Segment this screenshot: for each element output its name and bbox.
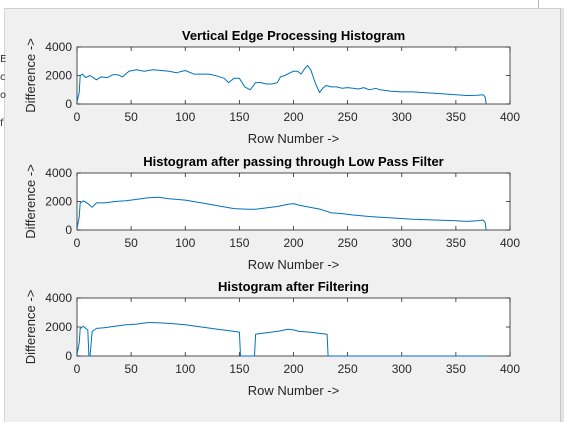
panel-1-axes-box (76, 46, 511, 105)
panel-3-series-line (76, 322, 487, 357)
panel-1-x-tick-label: 50 (124, 110, 138, 124)
panel-1-x-tick-label: 400 (500, 110, 520, 124)
top-bar-divider (538, 0, 539, 8)
panel-2-title: Histogram after passing through Low Pass… (143, 154, 444, 169)
panel-3-x-tick-label: 100 (175, 362, 195, 376)
panel-2-x-tick-label: 350 (446, 236, 466, 250)
panel-2-x-tick-label: 200 (283, 236, 303, 250)
panel-3-y-tick-label: 4000 (45, 291, 72, 305)
panel-2-axes-box (76, 172, 511, 231)
panel-3-y-axis-label: Difference -> (23, 290, 38, 365)
panel-2-x-tick-label: 0 (74, 236, 81, 250)
panel-3-x-tick-label: 350 (446, 362, 466, 376)
panel-3-x-tick-label: 200 (283, 362, 303, 376)
panel-1-y-tick-label: 4000 (45, 40, 72, 54)
panel-1-x-tick-label: 200 (283, 110, 303, 124)
panel-3-x-tick-label: 250 (338, 362, 358, 376)
edge-glyph: E (0, 54, 7, 65)
panel-3-x-tick-label: 400 (500, 362, 520, 376)
panel-1-title: Vertical Edge Processing Histogram (182, 28, 405, 43)
edge-glyph: o (0, 90, 7, 101)
panel-1-x-tick-label: 100 (175, 110, 195, 124)
panel-1-x-tick-label: 300 (392, 110, 412, 124)
panel-2-x-axis-label: Row Number -> (248, 257, 339, 272)
panel-1-x-axis-label: Row Number -> (248, 131, 339, 146)
panel-2-x-tick-label: 50 (124, 236, 138, 250)
panel-1-y-tick-label: 2000 (45, 69, 72, 83)
panel-3-x-tick-label: 50 (124, 362, 138, 376)
panel-1-y-tick-label: 0 (65, 97, 72, 111)
panel-2-y-axis-label: Difference -> (23, 164, 38, 239)
panel-2-x-tick-label: 400 (500, 236, 520, 250)
right-scrollbar[interactable] (560, 8, 564, 422)
panel-3-x-tick-label: 0 (74, 362, 81, 376)
panel-3-y-tick-label: 0 (65, 349, 72, 363)
panel-1-x-tick-label: 350 (446, 110, 466, 124)
edge-glyph: c (0, 72, 6, 83)
panel-1-series-line (76, 65, 487, 105)
panel-2-x-tick-label: 250 (338, 236, 358, 250)
window-top-bar (0, 0, 564, 9)
panel-3-axes-box (76, 297, 511, 357)
panel-3-y-tick-label: 2000 (45, 320, 72, 334)
panel-1-x-tick-label: 250 (338, 110, 358, 124)
panel-2-y-tick-label: 2000 (45, 195, 72, 209)
panel-3-x-tick-label: 300 (392, 362, 412, 376)
panel-2-x-tick-label: 100 (175, 236, 195, 250)
panel-1-x-tick-label: 0 (74, 110, 81, 124)
panel-2-x-tick-label: 300 (392, 236, 412, 250)
panel-3-title: Histogram after Filtering (218, 279, 369, 294)
panel-2-y-tick-label: 0 (65, 223, 72, 237)
panel-2-x-tick-label: 150 (229, 236, 249, 250)
panel-3-x-axis-label: Row Number -> (248, 383, 339, 398)
panel-2-y-tick-label: 4000 (45, 166, 72, 180)
left-edge-strip: E c o f (0, 8, 7, 422)
panel-3-x-tick-label: 150 (229, 362, 249, 376)
edge-glyph: f (0, 118, 4, 129)
panel-1-x-tick-label: 150 (229, 110, 249, 124)
panel-2-series-line (76, 196, 487, 231)
panel-1-y-axis-label: Difference -> (23, 38, 38, 113)
